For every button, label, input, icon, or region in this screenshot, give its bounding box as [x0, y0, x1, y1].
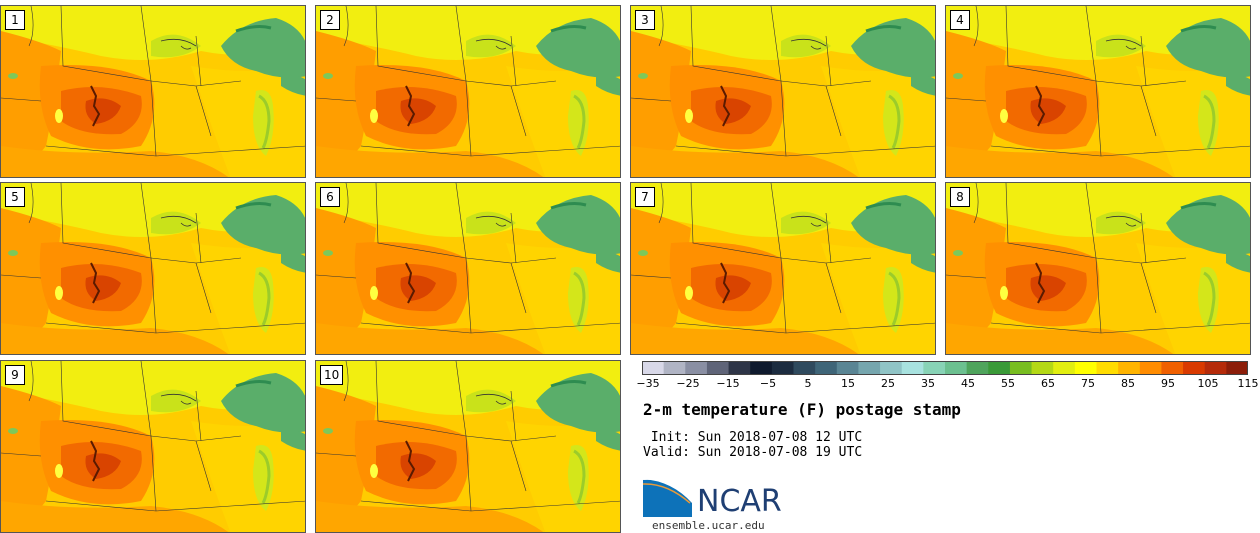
map-panel-5: 5: [0, 182, 306, 355]
colorbar-swatch: [771, 361, 794, 375]
colorbar-tick: 45: [961, 377, 975, 390]
colorbar-swatch: [1161, 361, 1184, 375]
colorbar-swatch: [901, 361, 924, 375]
init-time: Init: Sun 2018-07-08 12 UTC: [643, 430, 863, 445]
panel-number-label: 3: [635, 10, 655, 30]
panel-number-label: 10: [320, 365, 344, 385]
colorbar-swatch: [1183, 361, 1206, 375]
panel-number-label: 8: [950, 187, 970, 207]
colorbar-swatch: [663, 361, 686, 375]
temperature-map: [316, 183, 620, 354]
colorbar-swatch: [750, 361, 773, 375]
colorbar-swatch: [1031, 361, 1054, 375]
colorbar-swatch: [988, 361, 1011, 375]
ncar-logo-text: NCAR: [697, 484, 782, 519]
valid-time: Valid: Sun 2018-07-08 19 UTC: [643, 445, 863, 460]
page-title: 2-m temperature (F) postage stamp: [643, 400, 961, 419]
colorbar-swatch: [1118, 361, 1141, 375]
colorbar-swatch: [945, 361, 968, 375]
colorbar-swatch: [880, 361, 903, 375]
colorbar-tick: −25: [676, 377, 700, 390]
panel-number-label: 1: [5, 10, 25, 30]
map-panel-4: 4: [945, 5, 1251, 178]
colorbar-tick: 95: [1161, 377, 1175, 390]
colorbar-tick: 15: [841, 377, 855, 390]
temperature-map: [1, 183, 305, 354]
colorbar-swatch: [1009, 361, 1033, 375]
colorbar-swatch: [642, 361, 665, 375]
map-panel-10: 10: [315, 360, 621, 533]
temperature-colorbar: [642, 361, 1248, 375]
ensemble-url: ensemble.ucar.edu: [652, 519, 765, 532]
colorbar-tick: 65: [1041, 377, 1055, 390]
colorbar-swatch: [1096, 361, 1119, 375]
colorbar-tick: 35: [921, 377, 935, 390]
panel-number-label: 9: [5, 365, 25, 385]
colorbar-tick-labels: −35 −25 −15 −5 5 15 25 35 45 55 65 75 85 95 105 115: [636, 377, 1258, 393]
temperature-map: [1, 6, 305, 177]
colorbar-swatch: [966, 361, 989, 375]
colorbar-tick: 85: [1121, 377, 1135, 390]
panel-number-label: 5: [5, 187, 25, 207]
temperature-map: [631, 6, 935, 177]
colorbar-tick: −15: [716, 377, 740, 390]
temperature-map: [1, 361, 305, 532]
colorbar-swatch: [836, 361, 859, 375]
colorbar-swatch: [1074, 361, 1097, 375]
colorbar-swatch: [1226, 361, 1248, 375]
colorbar-swatch: [923, 361, 946, 375]
colorbar-tick: 55: [1001, 377, 1015, 390]
colorbar-tick: 25: [881, 377, 895, 390]
temperature-map: [946, 183, 1250, 354]
map-panel-2: 2: [315, 5, 621, 178]
colorbar-tick: 5: [804, 377, 812, 390]
map-panel-6: 6: [315, 182, 621, 355]
colorbar-tick: −35: [636, 377, 660, 390]
panel-number-label: 2: [320, 10, 340, 30]
colorbar-tick: 115: [1237, 377, 1259, 390]
ncar-logo-icon: [642, 477, 693, 517]
map-panel-8: 8: [945, 182, 1251, 355]
temperature-map: [316, 361, 620, 532]
colorbar-swatch: [815, 361, 838, 375]
colorbar-swatch: [858, 361, 881, 375]
colorbar-swatch: [793, 361, 816, 375]
colorbar-tick: 105: [1197, 377, 1219, 390]
map-panel-7: 7: [630, 182, 936, 355]
colorbar-swatch: [728, 361, 751, 375]
colorbar-swatch: [1139, 361, 1162, 375]
map-panel-9: 9: [0, 360, 306, 533]
colorbar-tick: 75: [1081, 377, 1095, 390]
map-panel-3: 3: [630, 5, 936, 178]
colorbar-swatch: [706, 361, 730, 375]
colorbar-tick: −5: [759, 377, 777, 390]
panel-number-label: 6: [320, 187, 340, 207]
temperature-map: [946, 6, 1250, 177]
colorbar-swatch: [1053, 361, 1076, 375]
map-panel-1: 1: [0, 5, 306, 178]
temperature-map: [316, 6, 620, 177]
colorbar-border: [642, 361, 1248, 375]
temperature-map: [631, 183, 935, 354]
panel-number-label: 4: [950, 10, 970, 30]
panel-number-label: 7: [635, 187, 655, 207]
colorbar-swatch: [1204, 361, 1227, 375]
colorbar-swatch: [685, 361, 708, 375]
